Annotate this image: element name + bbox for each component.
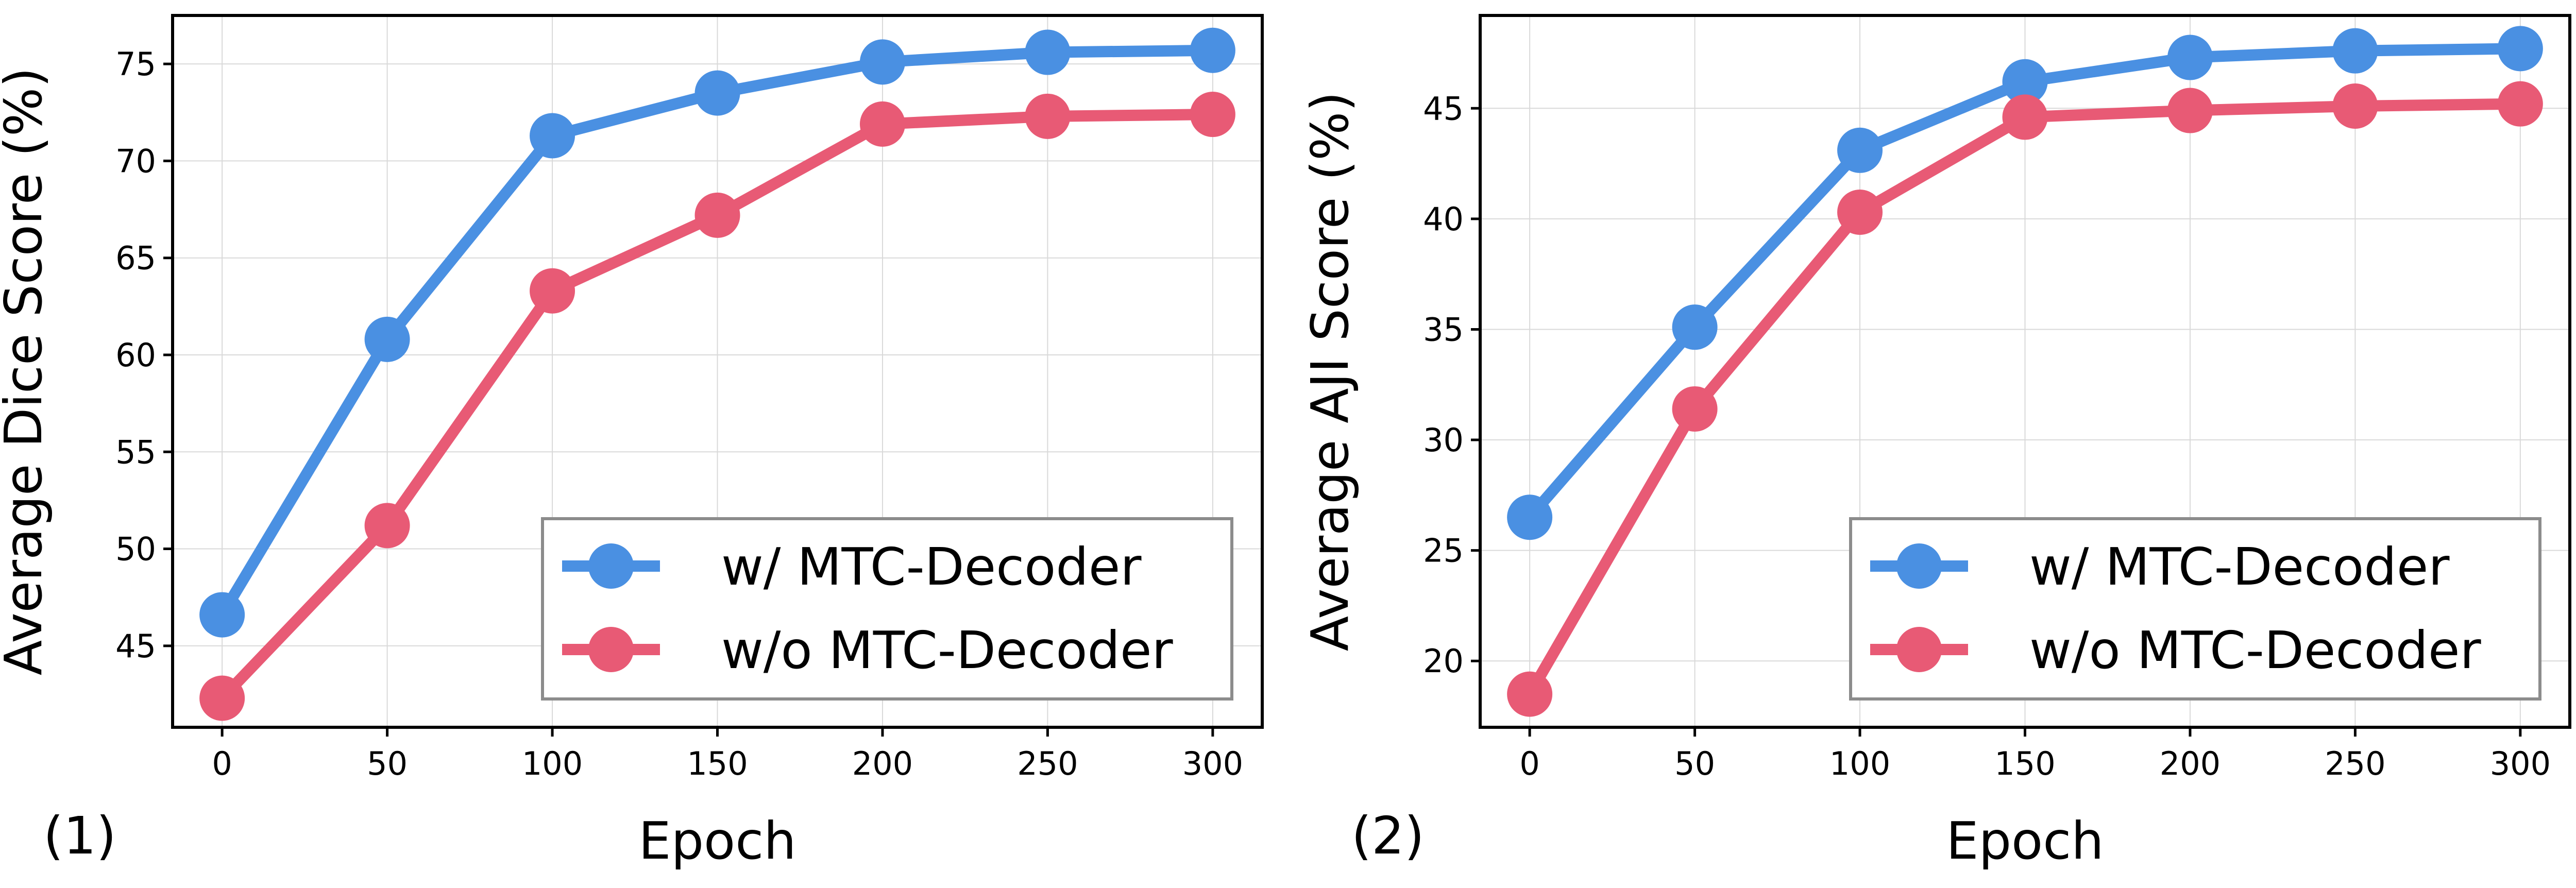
data-point xyxy=(2332,83,2378,129)
y-tick-label: 35 xyxy=(1423,311,1464,348)
data-point xyxy=(1507,494,1553,540)
legend-item: w/ MTC-Decoder xyxy=(1870,537,2450,597)
x-tick-label: 50 xyxy=(367,745,408,782)
y-tick-label: 25 xyxy=(1423,532,1464,570)
data-point xyxy=(1507,671,1553,717)
legend: w/ MTC-Decoder w/o MTC-Decoder xyxy=(541,517,1233,701)
x-tick-label: 300 xyxy=(1182,745,1243,782)
y-tick-label: 70 xyxy=(115,142,156,180)
x-tick-label: 100 xyxy=(522,745,583,782)
x-axis-label: Epoch xyxy=(638,811,796,871)
legend-swatch-marker xyxy=(588,627,634,672)
chart-panel-2: 0 50 100 150 200 250 300 20 25 30 35 40 45 Epoch Avera… xyxy=(1300,14,2571,871)
data-point xyxy=(2002,94,2048,140)
plot-frame xyxy=(171,14,1264,729)
data-point xyxy=(1190,92,1235,138)
y-tick-label: 60 xyxy=(115,336,156,374)
data-point xyxy=(2332,28,2378,74)
x-tick-label: 200 xyxy=(2160,745,2221,782)
panel-tag: (1) xyxy=(43,806,116,866)
data-point xyxy=(1672,304,1718,350)
data-point xyxy=(1672,386,1718,432)
legend-label: w/o MTC-Decoder xyxy=(2029,620,2482,680)
x-tick-label: 250 xyxy=(2325,745,2385,782)
plot-frame xyxy=(1479,14,2571,729)
data-point xyxy=(199,675,245,721)
legend: w/ MTC-Decoder w/o MTC-Decoder xyxy=(1849,517,2541,701)
legend-label: w/ MTC-Decoder xyxy=(721,537,1142,597)
data-point xyxy=(859,101,905,147)
data-point xyxy=(1190,27,1235,73)
data-point xyxy=(2002,59,2048,105)
series-1 xyxy=(199,27,1235,638)
data-point xyxy=(1025,29,1071,75)
data-point xyxy=(530,113,575,159)
data-point xyxy=(2497,26,2543,72)
data-point xyxy=(1837,127,1883,173)
x-tick-label: 50 xyxy=(1674,745,1715,782)
data-point xyxy=(1025,93,1071,139)
data-point xyxy=(694,192,740,238)
x-tick-label: 0 xyxy=(212,745,232,782)
series-2 xyxy=(199,92,1235,721)
legend-swatch-marker xyxy=(1896,543,1942,589)
y-tick-label: 65 xyxy=(115,240,156,277)
x-tick-label: 250 xyxy=(1017,745,1078,782)
data-point xyxy=(530,268,575,314)
legend-item: w/o MTC-Decoder xyxy=(562,620,1174,680)
legend-swatch-marker xyxy=(1896,627,1942,672)
legend-item: w/o MTC-Decoder xyxy=(1870,620,2482,680)
legend-item: w/ MTC-Decoder xyxy=(562,537,1142,597)
y-tick-label: 75 xyxy=(115,45,156,83)
data-point xyxy=(1837,189,1883,235)
y-tick-label: 45 xyxy=(115,627,156,665)
data-point xyxy=(694,70,740,116)
y-tick-label: 55 xyxy=(115,433,156,471)
y-tick-label: 50 xyxy=(115,531,156,568)
data-point xyxy=(2497,81,2543,127)
x-tick-label: 0 xyxy=(1519,745,1539,782)
y-tick-label: 30 xyxy=(1423,421,1464,459)
y-axis-label: Average Dice Score (%) xyxy=(0,67,54,675)
y-tick-label: 40 xyxy=(1423,200,1464,238)
data-point xyxy=(2167,88,2213,133)
legend-label: w/o MTC-Decoder xyxy=(721,620,1174,680)
x-tick-label: 100 xyxy=(1829,745,1890,782)
legend-swatch-marker xyxy=(588,543,634,589)
series-1 xyxy=(1507,26,2543,540)
data-point xyxy=(2167,35,2213,80)
legend-box xyxy=(1849,517,2541,701)
data-point xyxy=(364,503,410,549)
chart-panel-1: 0 50 100 150 200 250 300 45 50 55 60 65 70 75 Epoch Ave… xyxy=(0,14,1264,871)
legend-box xyxy=(541,517,1233,701)
x-tick-label: 200 xyxy=(852,745,913,782)
x-tick-label: 150 xyxy=(1994,745,2055,782)
series-2 xyxy=(1507,81,2543,717)
x-axis-label: Epoch xyxy=(1946,811,2104,871)
legend-label: w/ MTC-Decoder xyxy=(2029,537,2450,597)
panel-tag: (2) xyxy=(1351,806,1425,866)
y-tick-label: 45 xyxy=(1423,90,1464,127)
x-tick-label: 300 xyxy=(2490,745,2551,782)
x-tick-label: 150 xyxy=(687,745,748,782)
y-axis-label: Average AJI Score (%) xyxy=(1300,92,1360,652)
y-tick-label: 20 xyxy=(1423,642,1464,680)
data-point xyxy=(859,39,905,85)
data-point xyxy=(199,592,245,638)
data-point xyxy=(364,316,410,362)
